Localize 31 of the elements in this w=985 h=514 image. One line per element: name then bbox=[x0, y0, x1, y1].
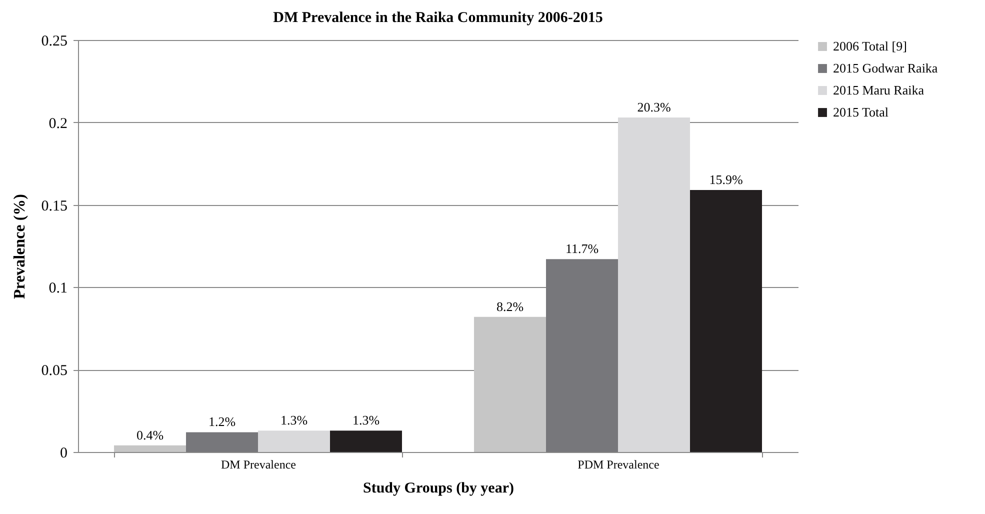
legend-label: 2015 Total bbox=[833, 104, 889, 120]
data-label: 11.7% bbox=[565, 241, 599, 256]
bar bbox=[114, 445, 186, 452]
y-tick-label: 0.25 bbox=[41, 34, 68, 50]
bar bbox=[330, 430, 402, 452]
legend-label: 2006 Total [9] bbox=[833, 38, 907, 54]
y-tick-label: 0.05 bbox=[41, 363, 68, 380]
bar bbox=[474, 316, 546, 452]
x-axis-title: Study Groups (by year) bbox=[363, 480, 514, 496]
data-label: 0.4% bbox=[136, 427, 164, 442]
y-axis-title: Prevalence (%) bbox=[11, 194, 28, 299]
bar bbox=[186, 432, 258, 452]
bar bbox=[690, 190, 762, 452]
y-tick-label: 0.15 bbox=[41, 198, 68, 214]
bar bbox=[258, 430, 330, 452]
y-tick-label: 0.2 bbox=[48, 116, 68, 132]
data-label: 8.2% bbox=[496, 298, 524, 314]
y-tick-label: 0 bbox=[60, 446, 68, 462]
legend-label: 2015 Godwar Raika bbox=[833, 60, 938, 76]
x-tick-label: DM Prevalence bbox=[221, 458, 296, 472]
data-label: 20.3% bbox=[637, 99, 671, 114]
data-label: 1.3% bbox=[352, 412, 380, 428]
x-tick-label: PDM Prevalence bbox=[578, 458, 660, 472]
bar bbox=[546, 259, 618, 452]
data-label: 1.3% bbox=[280, 412, 308, 428]
chart-title: DM Prevalence in the Raika Community 2006-2015 bbox=[273, 10, 603, 26]
y-tick-label: 0.1 bbox=[48, 280, 68, 297]
data-label: 15.9% bbox=[709, 172, 743, 187]
bar bbox=[618, 117, 690, 452]
legend-label: 2015 Maru Raika bbox=[833, 82, 924, 98]
data-label: 1.2% bbox=[208, 414, 236, 430]
